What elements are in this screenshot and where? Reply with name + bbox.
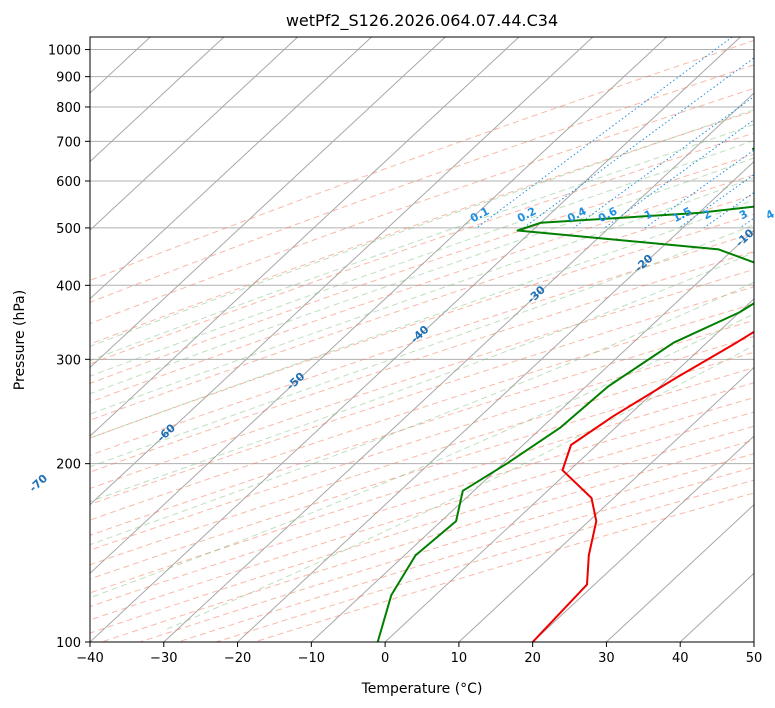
- dry-adiabat-line: [90, 194, 754, 421]
- x-tick-label: −10: [298, 651, 325, 666]
- isotherm-line: [90, 37, 225, 163]
- x-tick-label: 40: [672, 651, 689, 666]
- isotherm-line: [90, 37, 446, 369]
- y-tick-label: 1000: [48, 44, 81, 59]
- moist-adiabat-line: [90, 123, 754, 362]
- dry-adiabat-line: [90, 39, 754, 281]
- mixing-ratio-line: [604, 119, 754, 229]
- plot-frame: [89, 36, 755, 643]
- mixing-ratio-line: [678, 174, 754, 229]
- dry-adiabat-line: [90, 153, 754, 384]
- y-tick-label: 500: [56, 222, 81, 237]
- moist-adiabat-line: [90, 251, 754, 503]
- y-tick-label: 900: [56, 71, 81, 86]
- y-tick-label: 100: [56, 636, 81, 651]
- x-tick-label: 30: [598, 651, 615, 666]
- moist-adiabat-line: [90, 313, 754, 599]
- moist-adiabat-line: [90, 139, 754, 377]
- isotherm-line: [90, 37, 741, 642]
- isotherm-line: [90, 37, 520, 437]
- isotherm-line: [90, 37, 667, 575]
- mixing-ratio-line: [523, 57, 754, 229]
- isotherm-line: [532, 435, 754, 642]
- mixing-ratio-line: [573, 95, 754, 229]
- background-lines: [90, 37, 754, 642]
- dry-adiabat-line: [90, 303, 754, 521]
- isotherm-line: [458, 366, 754, 642]
- dry-adiabat-line: [90, 367, 754, 580]
- moist-adiabat-line: [90, 281, 754, 546]
- x-tick-label: 10: [451, 651, 468, 666]
- dry-adiabat-line: [90, 286, 754, 506]
- y-tick-label: 700: [56, 135, 81, 150]
- chart-title: wetPf2_S126.2026.064.07.44.C34: [286, 11, 558, 31]
- x-tick-label: 0: [381, 651, 389, 666]
- y-tick-label: 400: [56, 279, 81, 294]
- moist-adiabat-line: [90, 177, 754, 415]
- y-tick-label: 200: [56, 458, 81, 473]
- x-tick-label: 50: [746, 651, 763, 666]
- dry-adiabat-line: [90, 132, 754, 365]
- x-tick-label: −40: [76, 651, 103, 666]
- isotherm-line: [384, 298, 754, 642]
- y-tick-label: 300: [56, 353, 81, 368]
- series-lines: [376, 147, 754, 642]
- x-axis: −40 −30 −20 −10 0 10 20 30 40 50: [76, 642, 762, 666]
- mixing-ratio-label: 4: [764, 207, 775, 222]
- isotherm-line: [90, 37, 299, 231]
- temperature-profile-line: [531, 330, 754, 642]
- x-tick-label: 20: [524, 651, 541, 666]
- isotherm-line: [90, 37, 594, 506]
- dry-adiabat-line: [90, 110, 754, 345]
- isotherm-line: [606, 504, 754, 642]
- isotherm-line: [90, 37, 372, 300]
- isotherm-line: [163, 92, 754, 642]
- moist-adiabat-line: [90, 199, 754, 439]
- x-tick-label: −30: [150, 651, 177, 666]
- dewpoint-profile-line: [376, 147, 754, 642]
- dry-adiabat-line: [90, 87, 754, 325]
- y-tick-label: 600: [56, 175, 81, 190]
- y-axis: 100 200 300 400 500 600 700 800 900 1000: [48, 44, 90, 651]
- dry-adiabat-line: [90, 250, 754, 473]
- x-axis-label: Temperature (°C): [361, 681, 483, 697]
- dry-adiabat-line: [90, 382, 754, 594]
- y-tick-label: 800: [56, 101, 81, 116]
- x-tick-label: −20: [224, 651, 251, 666]
- isotherm-line: [237, 160, 754, 642]
- dry-adiabat-line: [90, 64, 754, 303]
- dry-adiabat-line: [90, 335, 754, 551]
- y-axis-label: Pressure (hPa): [12, 290, 28, 390]
